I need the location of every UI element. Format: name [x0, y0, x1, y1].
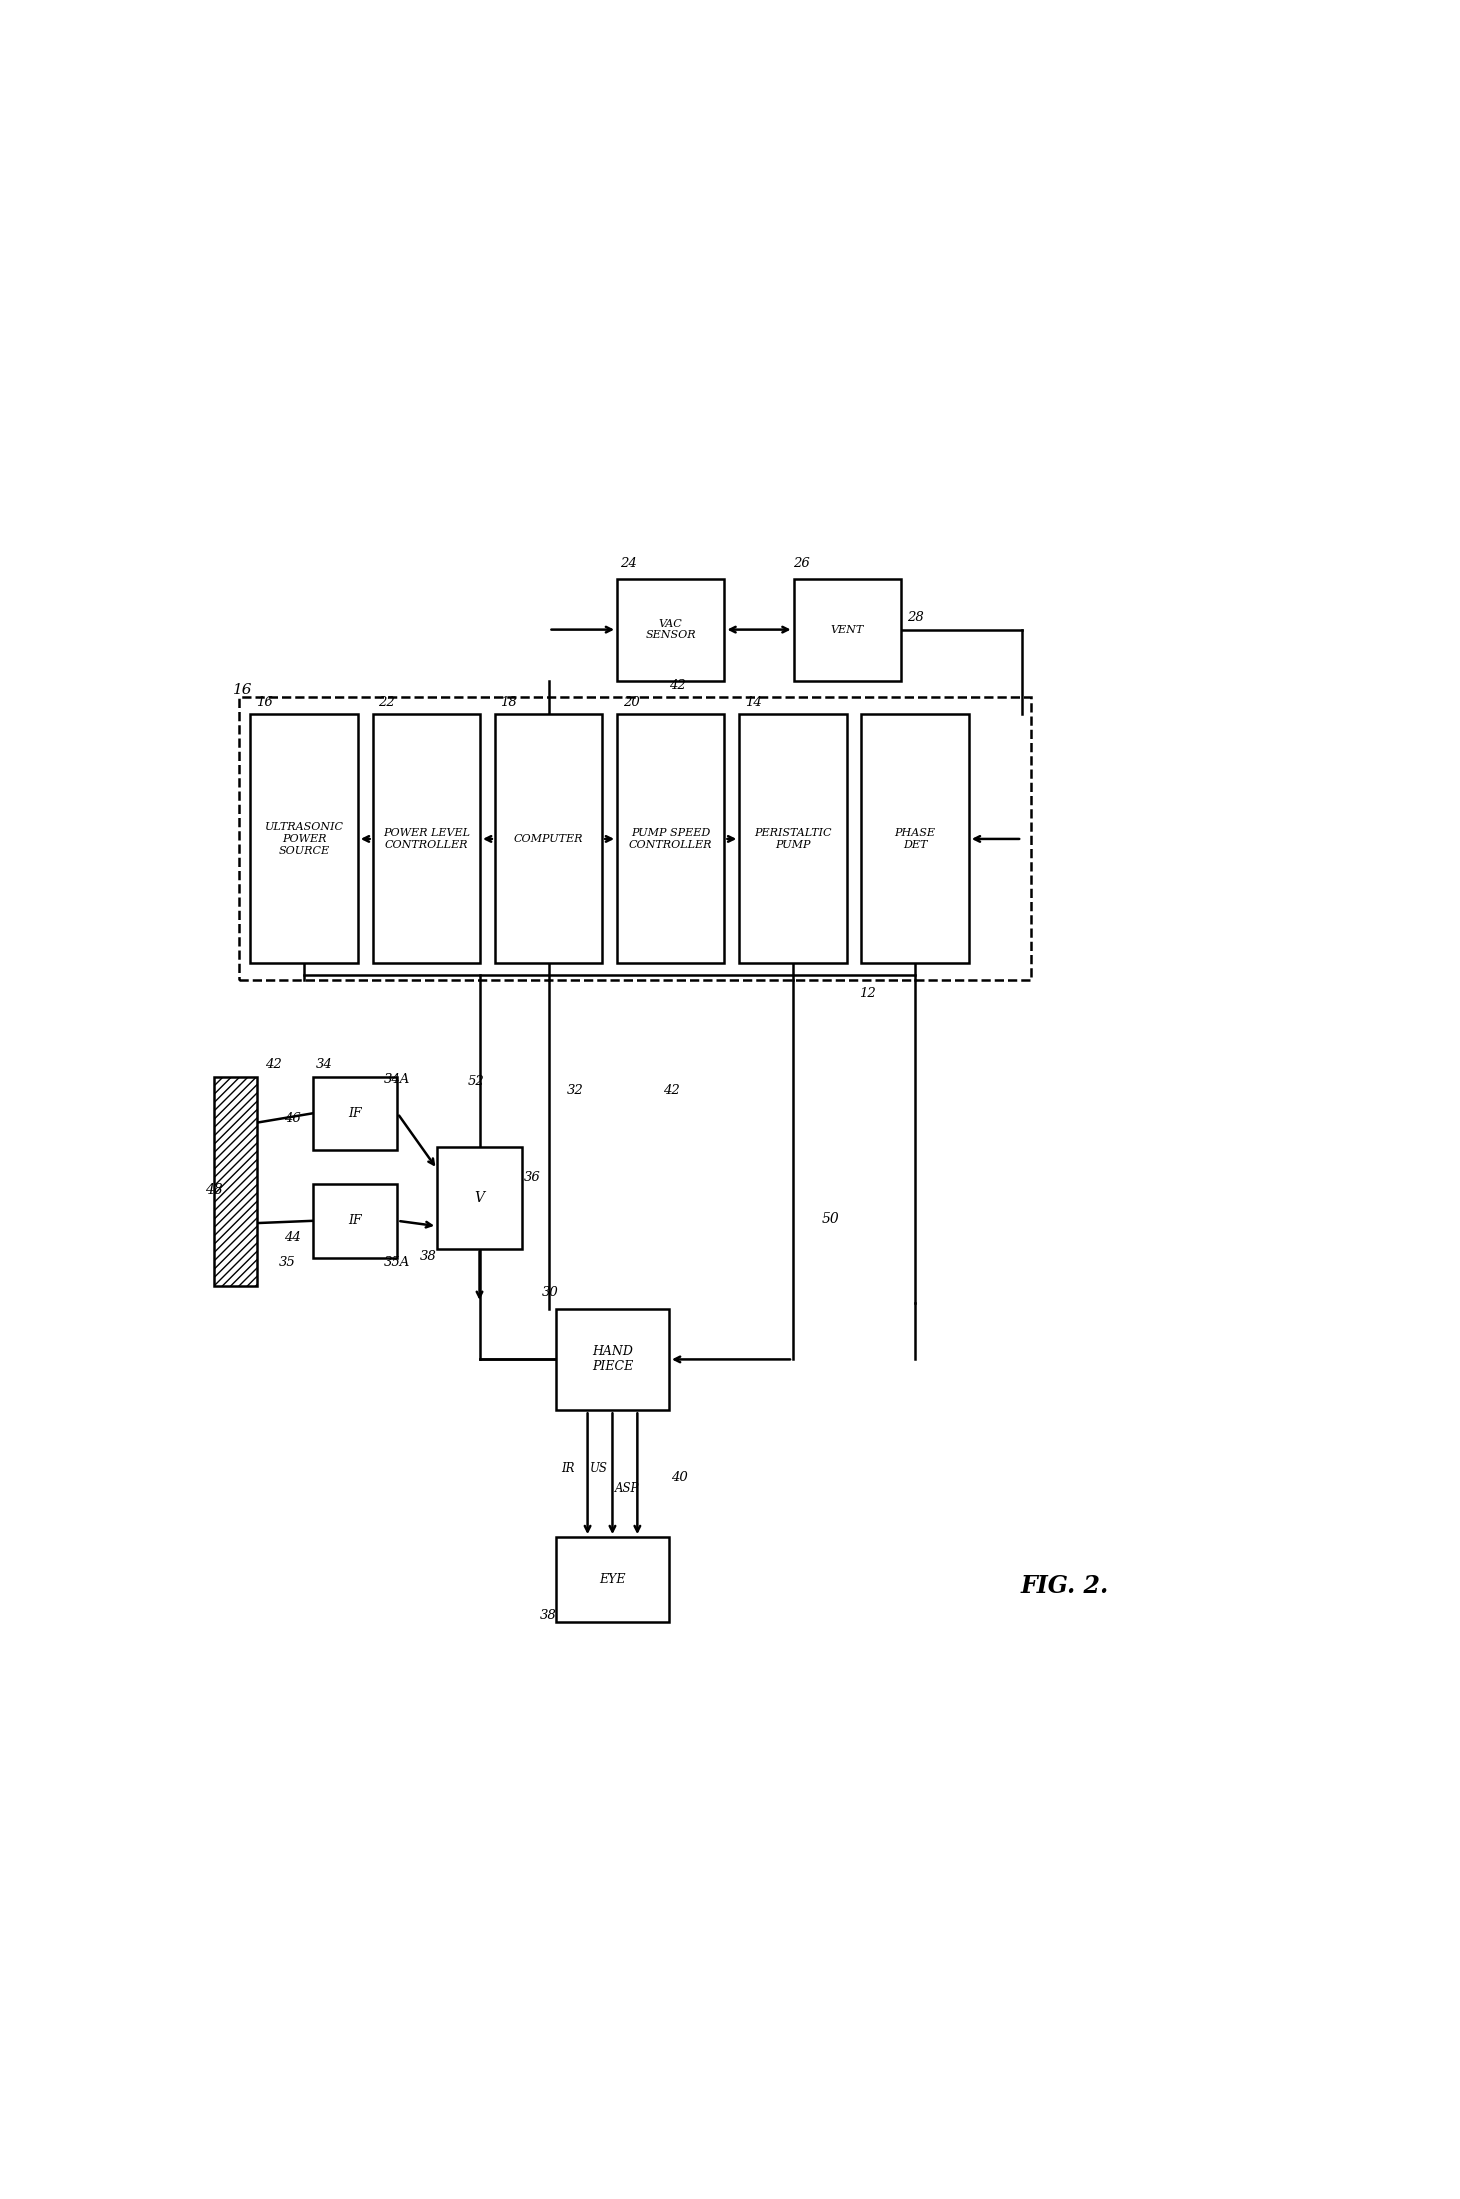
- Text: IR: IR: [562, 1462, 575, 1476]
- Bar: [495, 715, 603, 963]
- Text: 14: 14: [745, 695, 762, 708]
- Bar: [437, 1146, 521, 1249]
- Text: VAC
SENSOR: VAC SENSOR: [645, 618, 696, 640]
- Bar: [861, 715, 969, 963]
- Text: IF: IF: [349, 1106, 362, 1119]
- Text: 16: 16: [255, 695, 273, 708]
- Bar: [618, 578, 724, 679]
- Bar: [794, 578, 901, 679]
- Text: 36: 36: [524, 1172, 542, 1183]
- Text: 42: 42: [669, 679, 686, 693]
- Bar: [312, 1183, 397, 1258]
- Text: HAND
PIECE: HAND PIECE: [591, 1346, 634, 1374]
- Text: 34: 34: [315, 1058, 333, 1071]
- Text: US: US: [590, 1462, 607, 1476]
- Text: 44: 44: [285, 1231, 301, 1245]
- Bar: [239, 697, 1031, 981]
- Text: VENT: VENT: [831, 625, 864, 636]
- Bar: [251, 715, 358, 963]
- Text: 38: 38: [420, 1251, 437, 1262]
- Text: PERISTALTIC
PUMP: PERISTALTIC PUMP: [755, 829, 832, 849]
- Text: 28: 28: [907, 611, 923, 625]
- Text: PHASE
DET: PHASE DET: [895, 829, 936, 849]
- Text: POWER LEVEL
CONTROLLER: POWER LEVEL CONTROLLER: [383, 829, 470, 849]
- Text: 35: 35: [279, 1256, 295, 1269]
- Text: 35A: 35A: [384, 1256, 410, 1269]
- Text: IF: IF: [349, 1214, 362, 1227]
- Bar: [312, 1078, 397, 1150]
- Text: 32: 32: [566, 1084, 584, 1097]
- Text: PUMP SPEED
CONTROLLER: PUMP SPEED CONTROLLER: [629, 829, 712, 849]
- Bar: [618, 715, 724, 963]
- Text: FIG. 2.: FIG. 2.: [1021, 1574, 1110, 1599]
- Text: 38: 38: [540, 1610, 556, 1623]
- Text: 20: 20: [622, 695, 639, 708]
- Text: 34A: 34A: [384, 1073, 410, 1086]
- Bar: [556, 1537, 669, 1623]
- Text: COMPUTER: COMPUTER: [514, 833, 584, 844]
- Text: 42: 42: [266, 1058, 282, 1071]
- Text: 26: 26: [794, 556, 810, 570]
- Text: 24: 24: [620, 556, 637, 570]
- Text: 40: 40: [672, 1471, 688, 1484]
- Text: V: V: [474, 1190, 485, 1205]
- Text: ASP: ASP: [615, 1482, 639, 1495]
- Text: 16: 16: [234, 684, 253, 697]
- Text: 52: 52: [467, 1075, 485, 1089]
- Bar: [739, 715, 847, 963]
- Text: 50: 50: [822, 1212, 839, 1225]
- Text: 22: 22: [378, 695, 396, 708]
- Text: 18: 18: [501, 695, 517, 708]
- Text: EYE: EYE: [599, 1572, 626, 1585]
- Text: 48: 48: [204, 1183, 223, 1196]
- Text: 42: 42: [663, 1084, 680, 1097]
- Text: ULTRASONIC
POWER
SOURCE: ULTRASONIC POWER SOURCE: [264, 822, 343, 855]
- Text: 46: 46: [285, 1113, 301, 1126]
- Text: 30: 30: [542, 1286, 559, 1300]
- Bar: [215, 1078, 257, 1286]
- Bar: [556, 1308, 669, 1410]
- Text: 12: 12: [858, 987, 876, 1001]
- Bar: [372, 715, 480, 963]
